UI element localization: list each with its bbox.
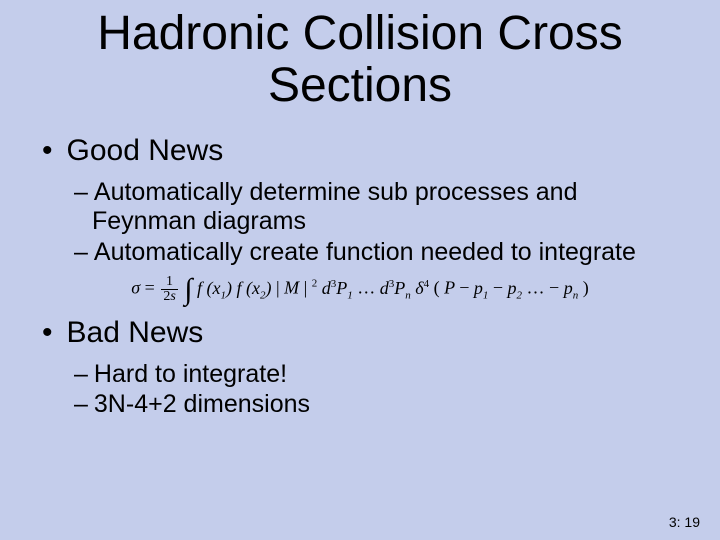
pn: pn [564, 278, 579, 298]
fraction-1-over-2s: 1 2s [161, 275, 177, 304]
cap-P: P [444, 278, 455, 298]
delta4: δ4 [415, 278, 429, 298]
page-number: 3: 19 [669, 514, 700, 530]
frac-num: 1 [161, 275, 177, 289]
cross-section-formula: σ = 1 2s ∫ f (x1) f (x2) | M | 2 d3P1 … … [131, 275, 588, 304]
p1: p1 [474, 278, 489, 298]
f-x1: f (x1) [197, 278, 232, 298]
ellipsis-1: … [357, 278, 375, 298]
d3Pn: d3Pn [380, 278, 411, 298]
d3P1: d3P1 [322, 278, 353, 298]
bar-open: | [276, 278, 284, 298]
paren-close: ) [583, 278, 589, 298]
paren-open: ( [434, 278, 440, 298]
minus-1: − [459, 278, 474, 298]
p2: p2 [508, 278, 523, 298]
bar-close: | [304, 278, 312, 298]
integral-symbol: ∫ [184, 279, 192, 300]
frac-den: 2s [161, 289, 177, 304]
bullet-subprocesses: Automatically determine sub processes an… [92, 178, 690, 237]
squared: 2 [312, 278, 318, 290]
equals-sign: = [145, 278, 160, 298]
slide-title: Hadronic Collision Cross Sections [30, 8, 690, 112]
sigma-symbol: σ [131, 278, 140, 298]
slide: Hadronic Collision Cross Sections Good N… [0, 0, 720, 540]
ellipsis-minus: … − [527, 278, 564, 298]
matrix-M: M [284, 278, 299, 298]
bad-news-section: Bad News Hard to integrate! 3N-4+2 dimen… [30, 316, 690, 419]
minus-2: − [493, 278, 508, 298]
bullet-bad-news: Bad News [42, 316, 690, 350]
bullet-hard-integrate: Hard to integrate! [92, 360, 690, 389]
good-news-section: Good News Automatically determine sub pr… [30, 134, 690, 268]
f-x2: f (x2) [236, 278, 271, 298]
formula-block: σ = 1 2s ∫ f (x1) f (x2) | M | 2 d3P1 … … [30, 275, 690, 304]
bullet-good-news: Good News [42, 134, 690, 168]
bullet-dimensions: 3N-4+2 dimensions [92, 390, 690, 419]
bullet-create-function: Automatically create function needed to … [92, 238, 690, 267]
